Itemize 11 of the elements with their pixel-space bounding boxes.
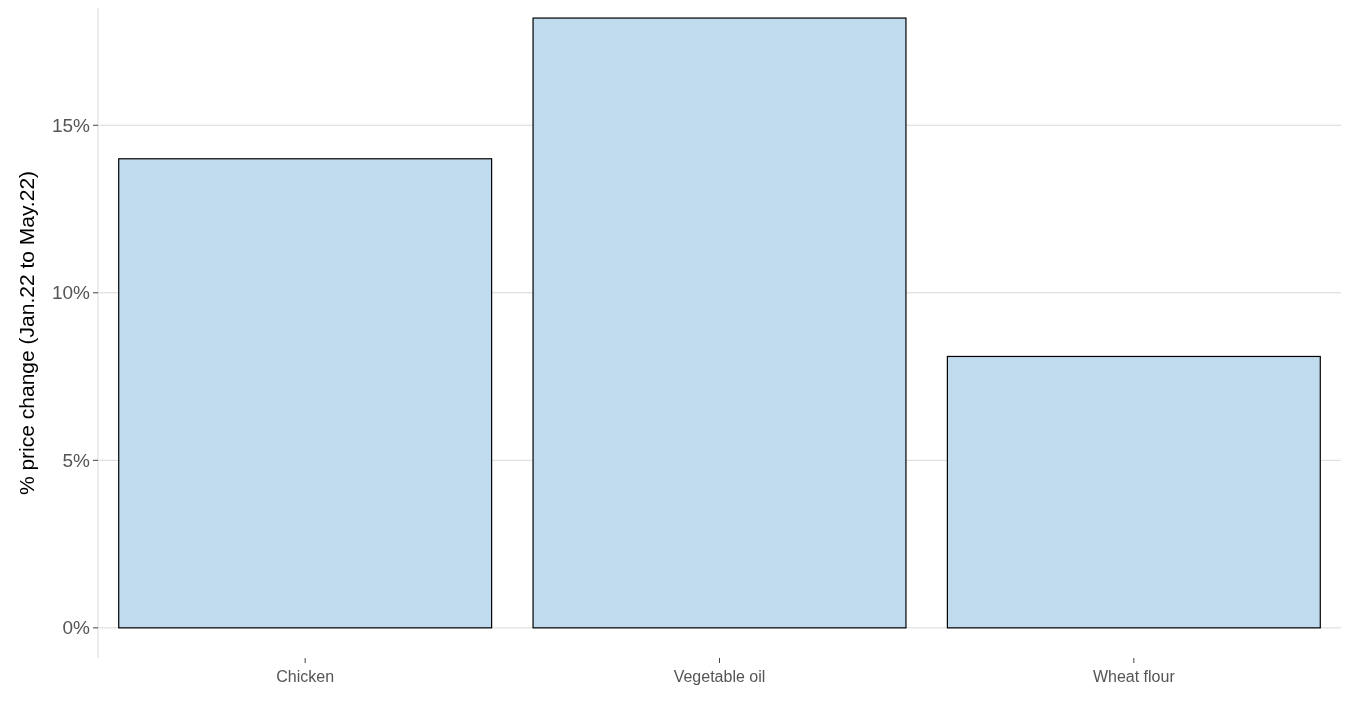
y-tick-label: 0% [62, 617, 91, 639]
x-tick-label: Chicken [276, 668, 335, 685]
bar [118, 158, 493, 629]
bar [946, 355, 1321, 629]
x-tick-label: Vegetable oil [673, 668, 766, 685]
y-axis-title: % price change (Jan.22 to May.22) [15, 170, 38, 496]
y-tick-label: 10% [51, 282, 91, 304]
x-tick-label: Wheat flour [1092, 668, 1176, 685]
y-tick-label: 15% [51, 114, 91, 136]
y-tick-label: 5% [62, 449, 91, 471]
bar [532, 17, 907, 629]
